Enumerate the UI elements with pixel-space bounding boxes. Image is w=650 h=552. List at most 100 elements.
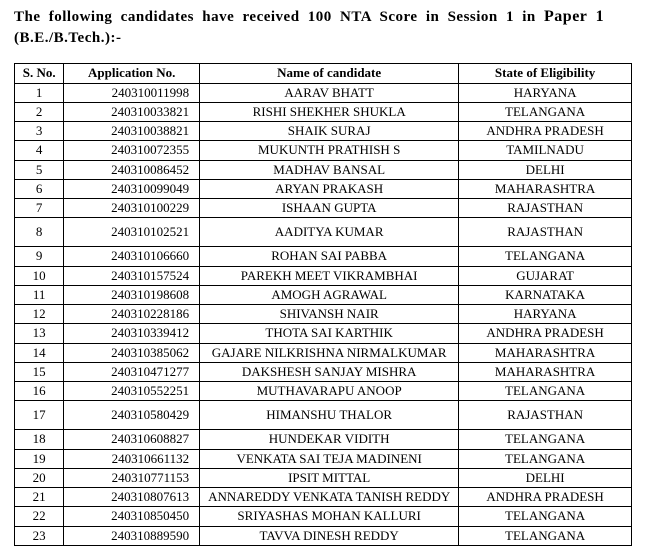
cell-state: TELANGANA: [459, 382, 632, 401]
table-row: 5240310086452MADHAV BANSALDELHI: [15, 160, 632, 179]
cell-sno: 19: [15, 449, 64, 468]
cell-sno: 13: [15, 324, 64, 343]
cell-sno: 12: [15, 305, 64, 324]
cell-sno: 10: [15, 266, 64, 285]
table-row: 3240310038821SHAIK SURAJANDHRA PRADESH: [15, 122, 632, 141]
cell-sno: 2: [15, 102, 64, 121]
cell-app: 240310099049: [64, 179, 200, 198]
table-row: 14240310385062GAJARE NILKRISHNA NIRMALKU…: [15, 343, 632, 362]
cell-state: DELHI: [459, 160, 632, 179]
cell-state: HARYANA: [459, 305, 632, 324]
cell-sno: 5: [15, 160, 64, 179]
cell-sno: 8: [15, 218, 64, 247]
table-row: 16240310552251MUTHAVARAPU ANOOPTELANGANA: [15, 382, 632, 401]
table-row: 22240310850450SRIYASHAS MOHAN KALLURITEL…: [15, 507, 632, 526]
cell-state: RAJASTHAN: [459, 199, 632, 218]
cell-app: 240310086452: [64, 160, 200, 179]
table-row: 17240310580429HIMANSHU THALORRAJASTHAN: [15, 401, 632, 430]
cell-state: TELANGANA: [459, 449, 632, 468]
col-app: Application No.: [64, 64, 200, 83]
table-body: 1240310011998AARAV BHATTHARYANA224031003…: [15, 83, 632, 545]
cell-state: TELANGANA: [459, 247, 632, 266]
cell-name: THOTA SAI KARTHIK: [200, 324, 459, 343]
table-header-row: S. No. Application No. Name of candidate…: [15, 64, 632, 83]
table-row: 7240310100229ISHAAN GUPTARAJASTHAN: [15, 199, 632, 218]
cell-sno: 22: [15, 507, 64, 526]
cell-name: ISHAAN GUPTA: [200, 199, 459, 218]
cell-name: HUNDEKAR VIDITH: [200, 430, 459, 449]
cell-name: AADITYA KUMAR: [200, 218, 459, 247]
cell-state: TAMILNADU: [459, 141, 632, 160]
cell-app: 240310228186: [64, 305, 200, 324]
table-row: 1240310011998AARAV BHATTHARYANA: [15, 83, 632, 102]
table-row: 11240310198608AMOGH AGRAWALKARNATAKA: [15, 285, 632, 304]
cell-app: 240310807613: [64, 488, 200, 507]
cell-sno: 15: [15, 362, 64, 381]
table-row: 12240310228186SHIVANSH NAIRHARYANA: [15, 305, 632, 324]
cell-state: DELHI: [459, 468, 632, 487]
cell-sno: 18: [15, 430, 64, 449]
cell-app: 240310011998: [64, 83, 200, 102]
cell-state: ANDHRA PRADESH: [459, 488, 632, 507]
page-title: The following candidates have received 1…: [14, 6, 632, 49]
cell-name: TAVVA DINESH REDDY: [200, 526, 459, 545]
cell-sno: 3: [15, 122, 64, 141]
col-sno: S. No.: [15, 64, 64, 83]
cell-name: SRIYASHAS MOHAN KALLURI: [200, 507, 459, 526]
cell-state: TELANGANA: [459, 102, 632, 121]
cell-state: ANDHRA PRADESH: [459, 324, 632, 343]
table-row: 20240310771153IPSIT MITTALDELHI: [15, 468, 632, 487]
cell-name: SHIVANSH NAIR: [200, 305, 459, 324]
heading-part1: The following candidates have received 1…: [14, 9, 544, 25]
heading-part2: (B.E./B.Tech.):-: [14, 30, 121, 46]
cell-state: RAJASTHAN: [459, 218, 632, 247]
cell-app: 240310198608: [64, 285, 200, 304]
col-name: Name of candidate: [200, 64, 459, 83]
cell-sno: 4: [15, 141, 64, 160]
cell-state: MAHARASHTRA: [459, 362, 632, 381]
cell-sno: 17: [15, 401, 64, 430]
cell-app: 240310552251: [64, 382, 200, 401]
cell-app: 240310771153: [64, 468, 200, 487]
cell-state: KARNATAKA: [459, 285, 632, 304]
cell-app: 240310850450: [64, 507, 200, 526]
cell-app: 240310106660: [64, 247, 200, 266]
cell-name: DAKSHESH SANJAY MISHRA: [200, 362, 459, 381]
table-row: 23240310889590TAVVA DINESH REDDYTELANGAN…: [15, 526, 632, 545]
cell-name: PAREKH MEET VIKRAMBHAI: [200, 266, 459, 285]
cell-app: 240310102521: [64, 218, 200, 247]
cell-state: TELANGANA: [459, 526, 632, 545]
cell-sno: 20: [15, 468, 64, 487]
cell-state: TELANGANA: [459, 430, 632, 449]
cell-state: HARYANA: [459, 83, 632, 102]
cell-sno: 21: [15, 488, 64, 507]
cell-name: IPSIT MITTAL: [200, 468, 459, 487]
cell-app: 240310339412: [64, 324, 200, 343]
results-table: S. No. Application No. Name of candidate…: [14, 63, 632, 546]
cell-name: SHAIK SURAJ: [200, 122, 459, 141]
cell-app: 240310157524: [64, 266, 200, 285]
cell-app: 240310580429: [64, 401, 200, 430]
cell-name: MUTHAVARAPU ANOOP: [200, 382, 459, 401]
cell-app: 240310661132: [64, 449, 200, 468]
cell-sno: 1: [15, 83, 64, 102]
cell-name: AARAV BHATT: [200, 83, 459, 102]
cell-name: VENKATA SAI TEJA MADINENI: [200, 449, 459, 468]
table-row: 4240310072355MUKUNTH PRATHISH STAMILNADU: [15, 141, 632, 160]
cell-app: 240310072355: [64, 141, 200, 160]
cell-app: 240310889590: [64, 526, 200, 545]
cell-sno: 11: [15, 285, 64, 304]
cell-state: GUJARAT: [459, 266, 632, 285]
cell-sno: 14: [15, 343, 64, 362]
cell-state: ANDHRA PRADESH: [459, 122, 632, 141]
heading-paper: Paper 1: [544, 8, 604, 25]
cell-name: MUKUNTH PRATHISH S: [200, 141, 459, 160]
cell-name: ANNAREDDY VENKATA TANISH REDDY: [200, 488, 459, 507]
cell-sno: 7: [15, 199, 64, 218]
cell-name: MADHAV BANSAL: [200, 160, 459, 179]
table-row: 21240310807613ANNAREDDY VENKATA TANISH R…: [15, 488, 632, 507]
table-row: 19240310661132VENKATA SAI TEJA MADINENIT…: [15, 449, 632, 468]
col-state: State of Eligibility: [459, 64, 632, 83]
table-row: 13240310339412THOTA SAI KARTHIKANDHRA PR…: [15, 324, 632, 343]
cell-app: 240310033821: [64, 102, 200, 121]
